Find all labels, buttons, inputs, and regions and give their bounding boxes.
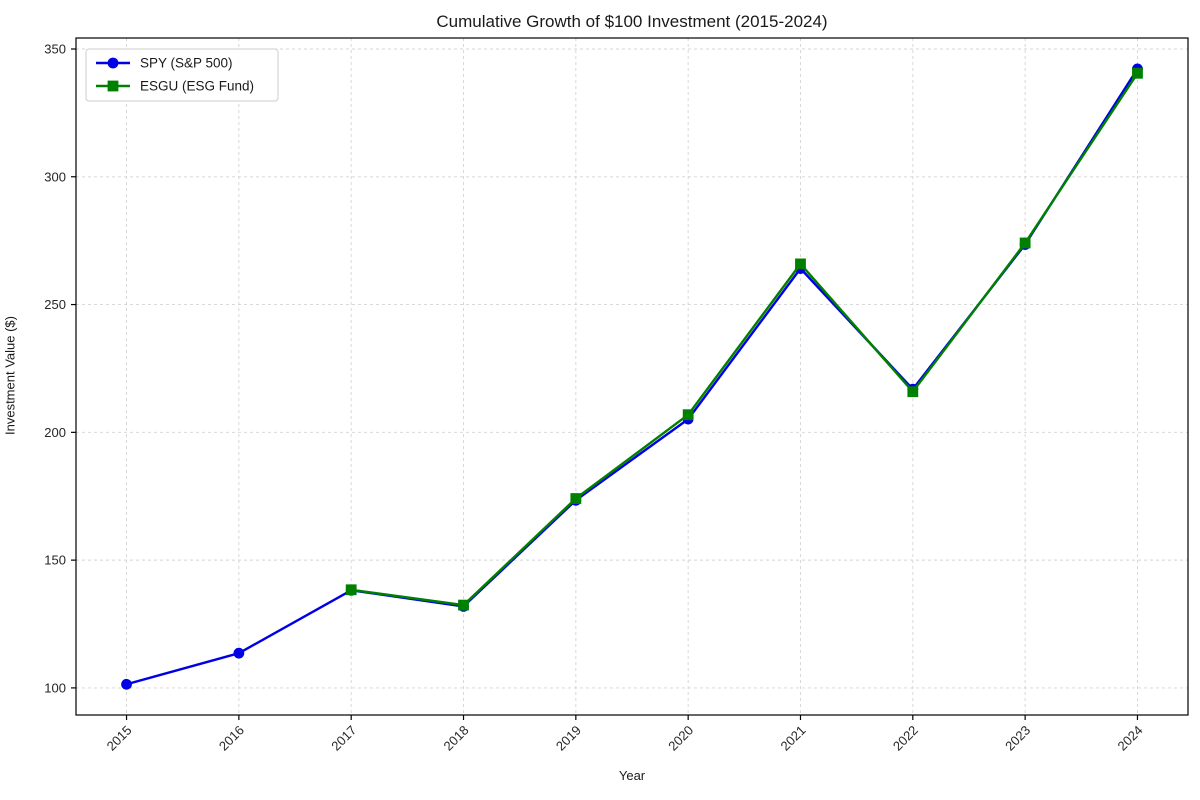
legend-box — [85, 48, 279, 102]
y-tick-label: 200 — [44, 425, 66, 440]
data-point-marker — [795, 258, 806, 270]
plot-border — [75, 37, 1189, 716]
data-point-marker — [1019, 237, 1031, 249]
data-point-marker — [570, 493, 582, 504]
x-tick-label: 2021 — [778, 723, 809, 754]
x-tick-label: 2015 — [104, 723, 135, 754]
data-point-marker — [121, 678, 132, 690]
y-tick-label: 150 — [44, 553, 66, 568]
legend-label: SPY (S&P 500) — [140, 56, 233, 71]
y-tick-label: 100 — [44, 680, 66, 695]
series-line-1 — [350, 72, 1139, 607]
data-point-marker — [233, 647, 245, 659]
data-point-marker — [345, 584, 357, 596]
x-tick-label: 2016 — [216, 723, 247, 754]
x-tick-label: 2017 — [328, 723, 359, 754]
y-tick-label: 250 — [44, 297, 66, 312]
x-tick-label: 2022 — [890, 723, 921, 754]
chart-title: Cumulative Growth of $100 Investment (20… — [436, 12, 828, 31]
data-point-marker — [458, 599, 469, 611]
x-tick-label: 2019 — [553, 723, 584, 754]
legend-marker-circle — [107, 57, 119, 69]
series-line-0 — [125, 67, 1139, 686]
y-tick-label: 350 — [44, 41, 66, 56]
legend-label: ESGU (ESG Fund) — [140, 79, 254, 94]
x-tick-label: 2023 — [1002, 723, 1033, 754]
y-tick-label: 300 — [44, 169, 66, 184]
data-point-marker — [907, 386, 919, 398]
data-point-marker — [1132, 67, 1143, 79]
x-tick-label: 2020 — [665, 723, 696, 754]
data-point-marker — [682, 409, 694, 421]
x-tick-label: 2024 — [1115, 723, 1146, 754]
legend-marker-square — [107, 80, 119, 92]
x-tick-label: 2018 — [441, 723, 472, 754]
y-axis-label: Investment Value ($) — [2, 316, 18, 435]
x-axis-label: Year — [618, 768, 646, 783]
